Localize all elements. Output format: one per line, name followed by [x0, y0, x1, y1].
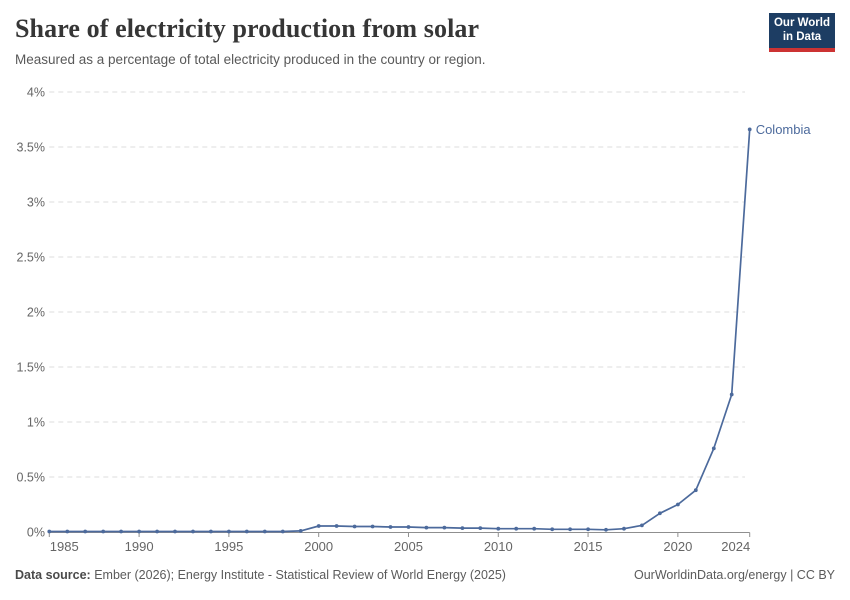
page-title: Share of electricity production from sol… — [15, 14, 480, 43]
owid-logo-line1: Our World — [773, 17, 830, 29]
data-point[interactable] — [622, 526, 626, 531]
y-tick-label: 3% — [27, 195, 45, 209]
data-point[interactable] — [406, 525, 411, 529]
data-line[interactable] — [49, 129, 751, 533]
data-point[interactable] — [442, 525, 447, 530]
data-point[interactable] — [119, 529, 123, 534]
data-source-label: Data source: — [15, 568, 91, 582]
data-point[interactable] — [424, 525, 429, 530]
data-point[interactable] — [191, 529, 195, 534]
page-subtitle: Measured as a percentage of total electr… — [15, 52, 486, 67]
data-point[interactable] — [747, 127, 752, 132]
data-point[interactable] — [604, 527, 608, 532]
data-point[interactable] — [370, 524, 375, 529]
x-tick-label: 2000 — [304, 539, 333, 554]
data-point[interactable] — [101, 529, 106, 534]
data-source-text: Ember (2026); Energy Institute - Statist… — [90, 568, 506, 582]
x-tick-label: 1985 — [50, 539, 79, 554]
data-point[interactable] — [352, 524, 357, 529]
data-point[interactable] — [209, 529, 213, 534]
data-point[interactable] — [65, 529, 70, 534]
x-tick-label: 2015 — [574, 539, 603, 554]
data-point[interactable] — [514, 526, 519, 531]
x-tick-label: 1990 — [125, 539, 154, 554]
y-tick-label: 0.5% — [17, 470, 46, 484]
chart-footer: Data source: Ember (2026); Energy Instit… — [15, 568, 835, 582]
data-point[interactable] — [334, 524, 339, 528]
data-point[interactable] — [586, 527, 590, 532]
data-point[interactable] — [298, 529, 303, 533]
data-point[interactable] — [244, 529, 249, 534]
x-tick-label: 2005 — [394, 539, 423, 554]
data-point[interactable] — [532, 526, 537, 531]
data-point[interactable] — [155, 529, 160, 534]
data-point[interactable] — [83, 529, 88, 534]
data-point[interactable] — [280, 529, 285, 534]
y-tick-label: 2.5% — [17, 250, 46, 264]
data-point[interactable] — [173, 529, 177, 534]
owid-logo-line2: in Data — [782, 30, 822, 43]
data-point[interactable] — [676, 502, 680, 507]
data-point[interactable] — [640, 523, 644, 528]
data-point[interactable] — [478, 526, 483, 530]
credit-link[interactable]: OurWorldinData.org/energy | CC BY — [633, 568, 835, 582]
data-point[interactable] — [137, 529, 142, 534]
x-tick-label: 2020 — [663, 539, 692, 554]
data-point[interactable] — [658, 511, 662, 516]
data-point[interactable] — [568, 527, 572, 532]
data-point[interactable] — [460, 526, 465, 530]
y-tick-label: 1% — [27, 415, 45, 429]
data-point[interactable] — [711, 446, 716, 451]
y-tick-label: 2% — [27, 305, 45, 319]
y-tick-label: 0% — [27, 525, 45, 539]
x-tick-label: 2010 — [484, 539, 513, 554]
y-tick-label: 3.5% — [17, 140, 46, 154]
data-point[interactable] — [316, 524, 321, 528]
data-point[interactable] — [729, 392, 734, 397]
data-point[interactable] — [550, 527, 555, 532]
y-tick-label: 1.5% — [17, 360, 46, 374]
data-point[interactable] — [262, 529, 267, 534]
data-source-note: Data source: Ember (2026); Energy Instit… — [15, 568, 506, 582]
x-tick-label: 2024 — [721, 539, 750, 554]
data-point[interactable] — [693, 488, 698, 493]
y-tick-label: 4% — [27, 85, 45, 99]
data-point[interactable] — [47, 529, 52, 534]
data-point[interactable] — [388, 525, 393, 529]
data-point[interactable] — [496, 526, 501, 531]
entity-label: Colombia — [756, 122, 812, 137]
owid-logo[interactable]: Our World in Data — [769, 13, 835, 52]
x-tick-label: 1995 — [214, 539, 243, 554]
data-point[interactable] — [227, 529, 231, 534]
